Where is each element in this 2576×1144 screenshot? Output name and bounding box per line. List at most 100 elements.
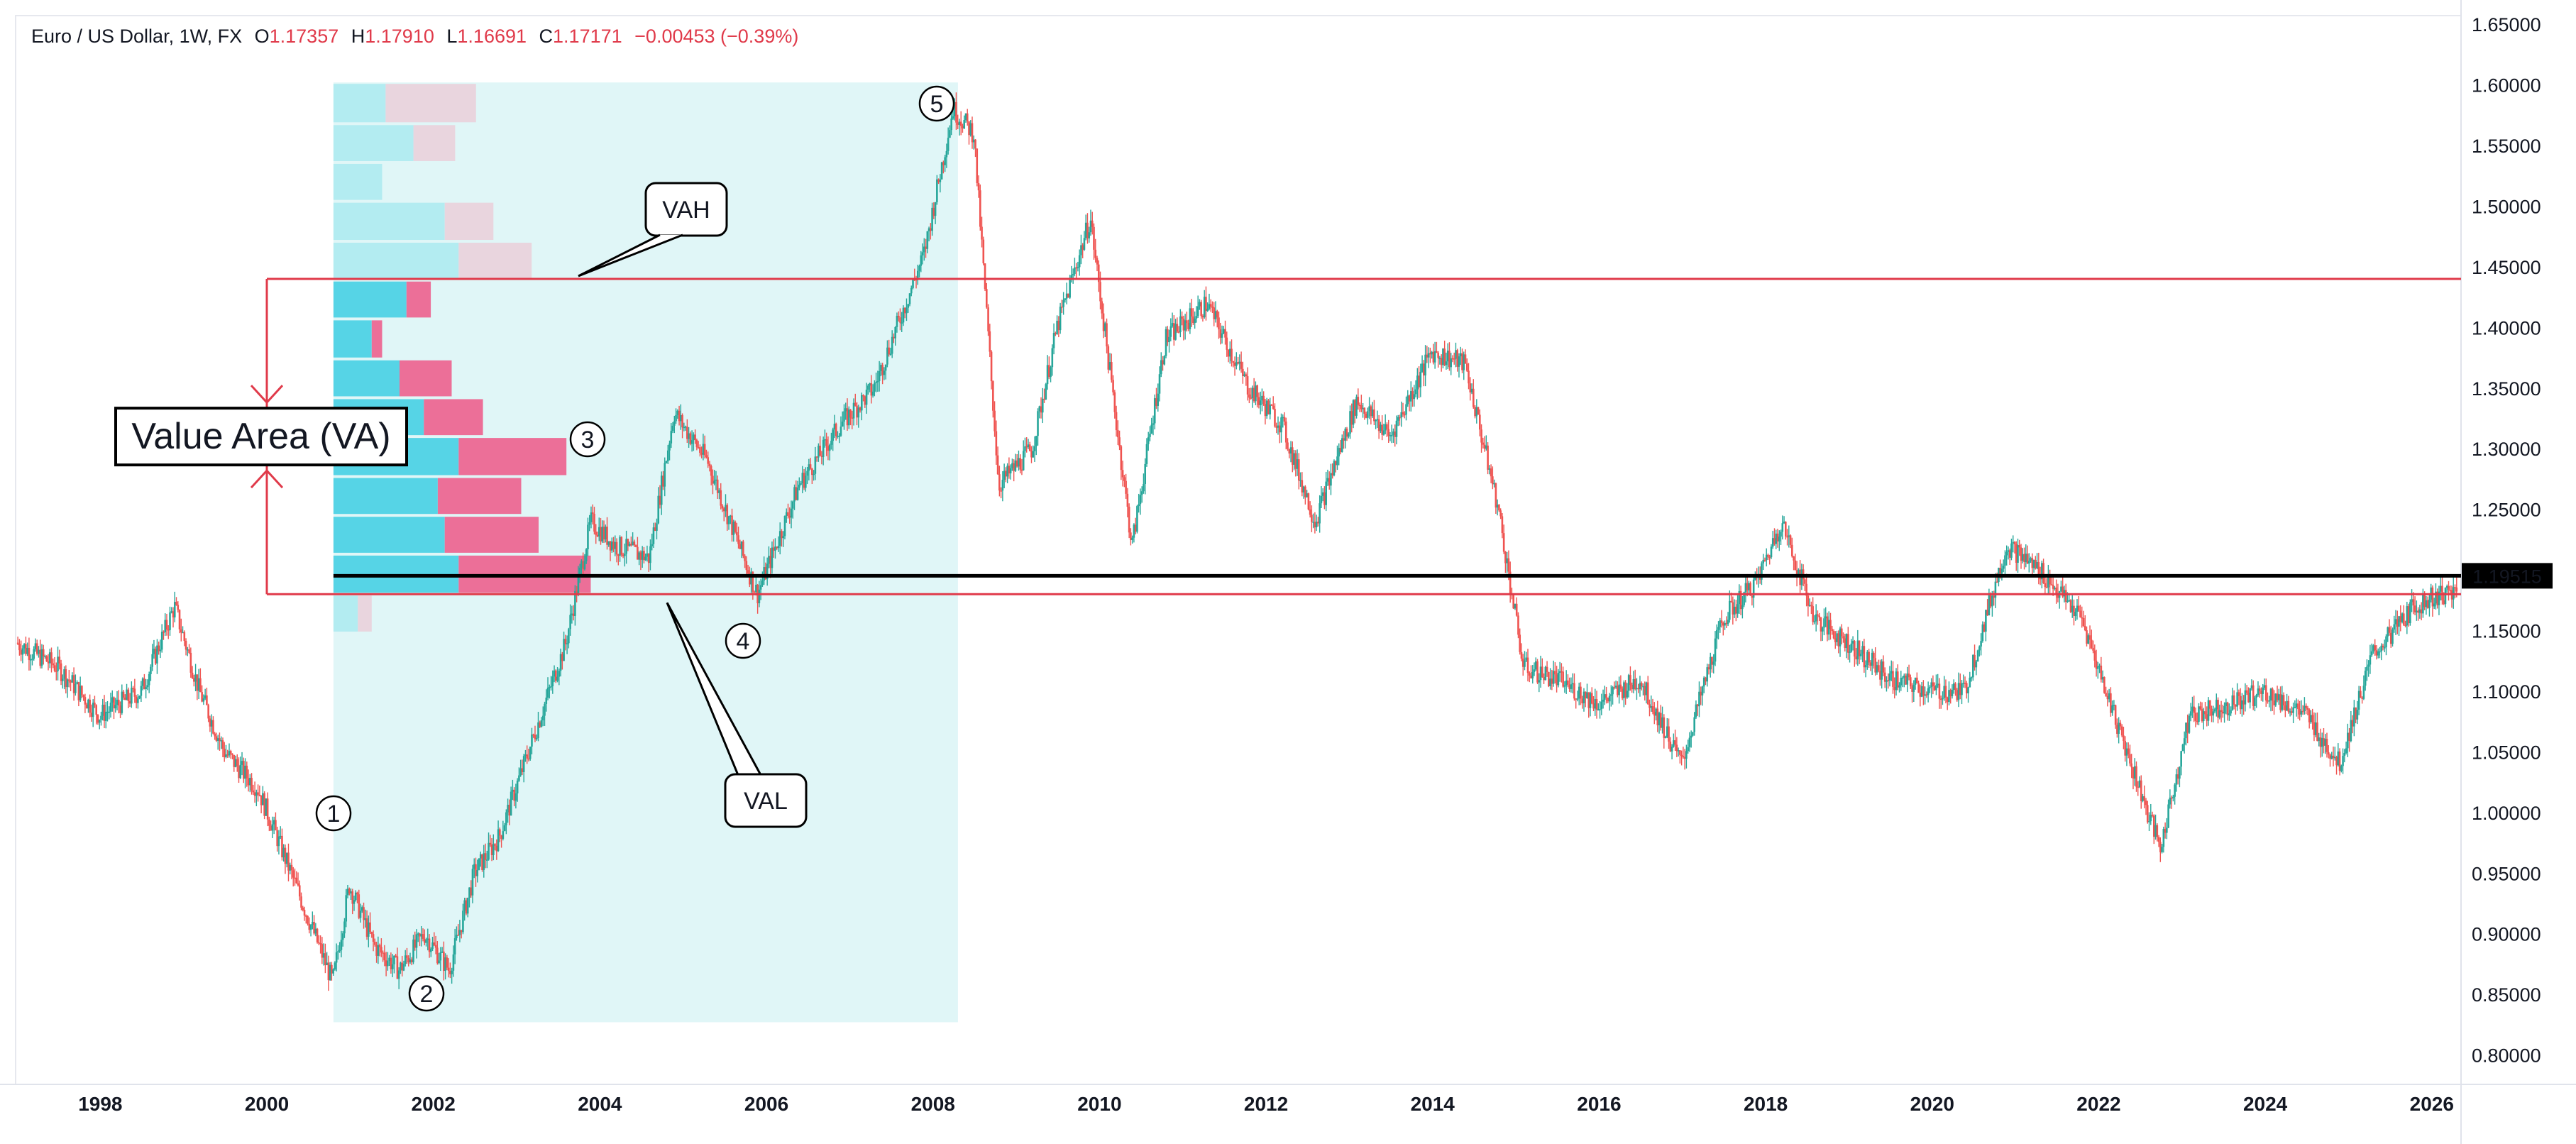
candle-up[interactable]: [1065, 293, 1068, 299]
candle-up[interactable]: [964, 113, 967, 121]
candle-up[interactable]: [833, 424, 836, 430]
candle-down[interactable]: [903, 307, 906, 314]
candle-down[interactable]: [1328, 478, 1331, 486]
candle-down[interactable]: [2164, 829, 2167, 833]
candle-up[interactable]: [2409, 602, 2411, 624]
candle-up[interactable]: [332, 969, 334, 974]
candle-up[interactable]: [2333, 757, 2336, 759]
candle-down[interactable]: [609, 541, 612, 551]
candle-down[interactable]: [932, 207, 935, 216]
candle-up[interactable]: [108, 711, 111, 713]
candle-up[interactable]: [671, 425, 674, 431]
candle-down[interactable]: [1245, 374, 1248, 377]
candle-down[interactable]: [705, 455, 708, 458]
candle-up[interactable]: [1072, 274, 1074, 275]
candle-down[interactable]: [752, 571, 754, 592]
candle-down[interactable]: [1530, 675, 1532, 678]
candle-up[interactable]: [1866, 651, 1868, 666]
candle-down[interactable]: [1794, 560, 1797, 571]
candle-up[interactable]: [148, 673, 150, 686]
candle-up[interactable]: [1289, 447, 1292, 454]
candle-up[interactable]: [963, 120, 966, 128]
candle-down[interactable]: [971, 123, 974, 143]
candle-down[interactable]: [1974, 654, 1976, 668]
candle-down[interactable]: [2426, 600, 2429, 608]
candle-up[interactable]: [1626, 691, 1629, 698]
candle-down[interactable]: [1619, 684, 1622, 689]
profile-row-down[interactable]: [424, 399, 483, 436]
candle-down[interactable]: [1812, 606, 1814, 622]
candle-up[interactable]: [1815, 614, 1817, 622]
candle-up[interactable]: [1446, 351, 1449, 362]
candle-up[interactable]: [1914, 677, 1917, 685]
candle-down[interactable]: [1094, 249, 1097, 258]
candle-down[interactable]: [1386, 424, 1388, 429]
candle-down[interactable]: [2095, 660, 2098, 669]
candle-down[interactable]: [84, 697, 87, 705]
candle-up[interactable]: [889, 353, 892, 355]
candle-down[interactable]: [2119, 722, 2122, 727]
candle-down[interactable]: [1844, 638, 1846, 649]
candle-up[interactable]: [1693, 717, 1695, 732]
candle-down[interactable]: [1309, 509, 1311, 515]
candle-up[interactable]: [1080, 245, 1082, 255]
candle-down[interactable]: [2193, 706, 2196, 713]
wave-marker-2[interactable]: [408, 975, 445, 1012]
candle-up[interactable]: [38, 649, 40, 654]
candle-up[interactable]: [880, 365, 882, 371]
candle-up[interactable]: [444, 957, 446, 972]
candle-up[interactable]: [1618, 684, 1620, 695]
candle-down[interactable]: [276, 830, 278, 847]
candle-up[interactable]: [857, 407, 860, 418]
candle-up[interactable]: [1147, 436, 1150, 444]
candle-down[interactable]: [1869, 662, 1872, 666]
candle-down[interactable]: [1216, 311, 1218, 318]
candle-down[interactable]: [257, 792, 259, 795]
candle-up[interactable]: [953, 101, 956, 116]
candle-up[interactable]: [1427, 353, 1430, 358]
candle-down[interactable]: [681, 414, 683, 428]
candle-down[interactable]: [1573, 683, 1575, 699]
candle-down[interactable]: [242, 761, 245, 779]
candle-up[interactable]: [1051, 348, 1054, 368]
candle-down[interactable]: [2052, 585, 2054, 589]
candle-down[interactable]: [637, 546, 639, 560]
candle-down[interactable]: [1858, 640, 1861, 656]
candle-up[interactable]: [1228, 348, 1231, 357]
candle-down[interactable]: [1408, 395, 1411, 402]
candle-up[interactable]: [1599, 709, 1601, 710]
candle-up[interactable]: [1969, 677, 1971, 688]
candle-down[interactable]: [122, 691, 125, 698]
candle-up[interactable]: [1886, 680, 1888, 682]
candle-up[interactable]: [670, 431, 673, 444]
candle-down[interactable]: [1832, 631, 1835, 639]
candle-up[interactable]: [884, 364, 887, 371]
candle-down[interactable]: [1874, 658, 1876, 673]
candle-down[interactable]: [215, 736, 218, 741]
candle-up[interactable]: [590, 512, 593, 522]
candle-down[interactable]: [302, 907, 304, 910]
candle-up[interactable]: [1296, 459, 1299, 469]
candle-down[interactable]: [60, 663, 62, 681]
candle-down[interactable]: [1257, 397, 1260, 405]
candle-down[interactable]: [180, 629, 182, 633]
candle-up[interactable]: [1074, 267, 1076, 275]
candle-down[interactable]: [2088, 635, 2091, 640]
candle-down[interactable]: [1256, 385, 1258, 397]
candle-up[interactable]: [1970, 677, 1973, 678]
candle-up[interactable]: [1395, 420, 1398, 437]
candle-up[interactable]: [632, 541, 634, 546]
candle-up[interactable]: [1895, 671, 1898, 691]
candle-up[interactable]: [1514, 603, 1517, 609]
candle-down[interactable]: [1519, 634, 1521, 652]
candle-down[interactable]: [219, 738, 221, 742]
candle-up[interactable]: [680, 414, 682, 422]
candle-up[interactable]: [1972, 654, 1974, 678]
candle-down[interactable]: [378, 945, 381, 947]
candle-down[interactable]: [1656, 708, 1659, 726]
candle-down[interactable]: [2242, 700, 2245, 705]
candle-down[interactable]: [820, 456, 823, 457]
candle-up[interactable]: [1003, 471, 1006, 480]
candle-up[interactable]: [1948, 690, 1950, 703]
candle-down[interactable]: [447, 967, 450, 971]
